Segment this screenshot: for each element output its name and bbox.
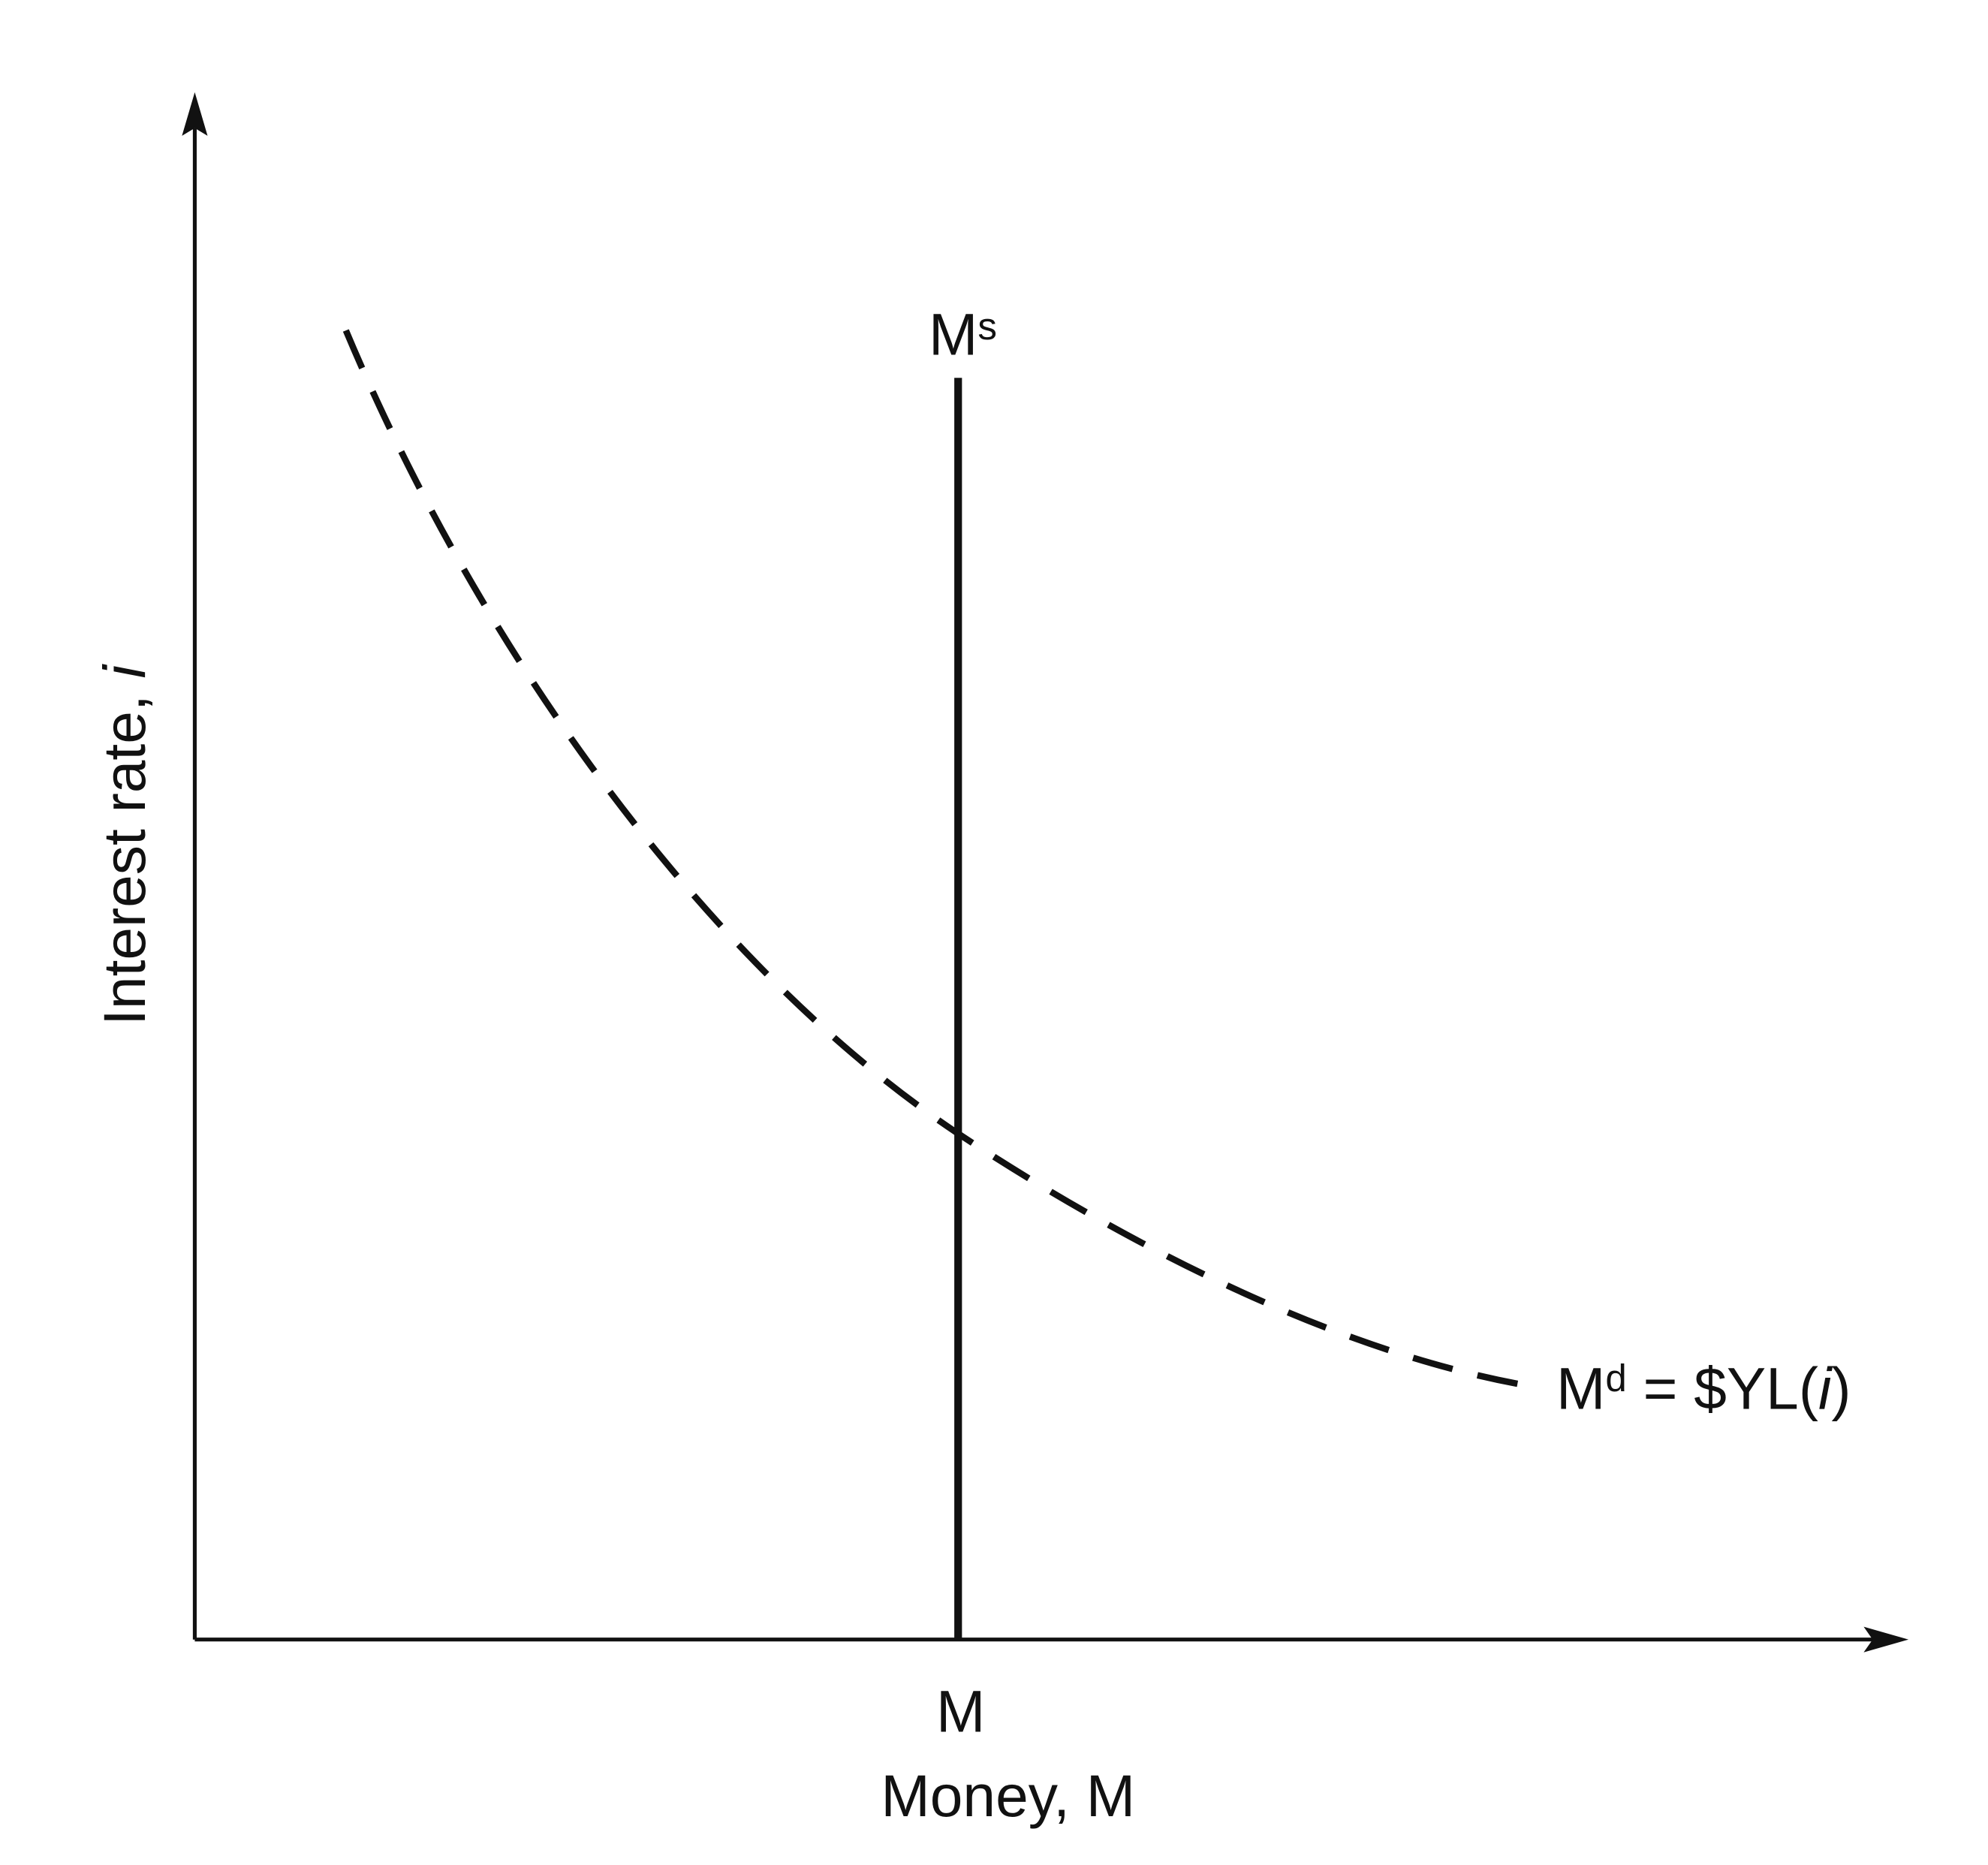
y-axis-label: Interest rate, i [92, 664, 158, 1026]
money-demand-curve [342, 329, 1538, 1390]
demand-label: Md = $YL(i) [1556, 1356, 1851, 1422]
y-axis-label-text: Interest rate, [92, 679, 158, 1026]
x-axis-label: Money, M [881, 1763, 1135, 1829]
y-axis-label-italic: i [92, 664, 158, 679]
supply-label: Ms [929, 302, 997, 368]
supply-label-base: M [929, 302, 977, 368]
demand-label-italic: i [1818, 1356, 1833, 1422]
demand-label-text: = $YL( [1627, 1356, 1818, 1422]
x-axis-arrow [1863, 1626, 1909, 1653]
supply-label-sup: s [977, 305, 997, 348]
demand-label-sup: d [1605, 1357, 1626, 1400]
y-axis-arrow [182, 92, 208, 136]
x-marker-label: M [936, 1679, 985, 1745]
demand-label-close: ) [1831, 1356, 1851, 1422]
demand-label-base: M [1556, 1356, 1605, 1422]
